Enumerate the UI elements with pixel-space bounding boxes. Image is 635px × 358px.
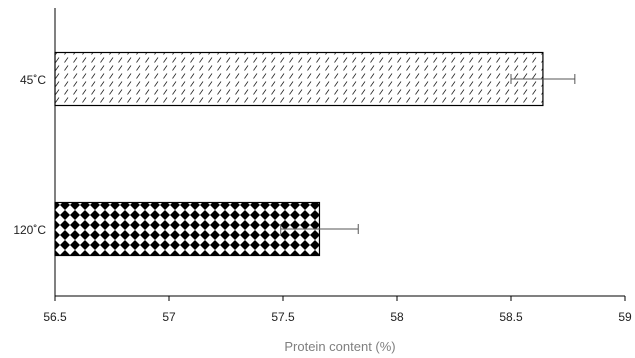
error-bars (280, 74, 576, 234)
x-axis-title: Protein content (%) (284, 339, 395, 354)
bars (54, 51, 544, 257)
x-tick-label: 59 (618, 310, 632, 324)
bar-second (54, 201, 321, 257)
x-tick-label: 57.5 (271, 310, 295, 324)
x-tick-label: 58.5 (499, 310, 523, 324)
y-tick-label: 120˚C (13, 223, 46, 237)
x-tick-label: 58 (390, 310, 404, 324)
y-tick-labels: 45˚C 120˚C (13, 73, 46, 237)
y-tick-label: 45˚C (20, 73, 46, 87)
x-tick-label: 57 (162, 310, 176, 324)
bar-first (54, 51, 544, 107)
x-ticks: 56.5 57 57.5 58 58.5 59 (43, 296, 632, 324)
x-tick-label: 56.5 (43, 310, 67, 324)
